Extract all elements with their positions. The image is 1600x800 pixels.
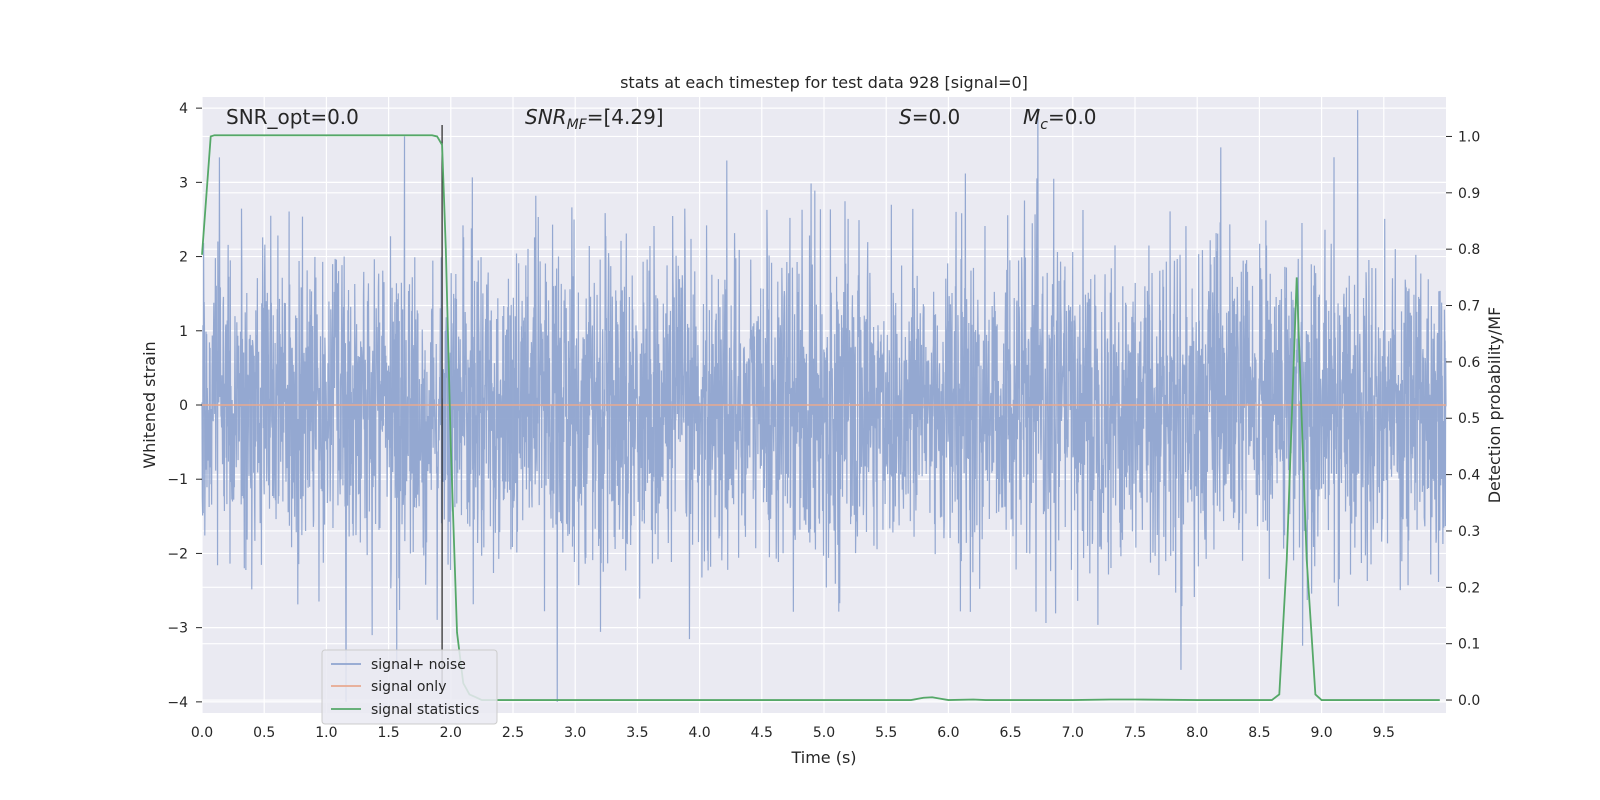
x-tick-label: 5.0 (813, 725, 835, 741)
y2-tick-label: 0.3 (1458, 524, 1480, 540)
x-tick-label: 3.5 (626, 725, 648, 741)
x-tick-label: 2.5 (502, 725, 524, 741)
annotation-snr-mf-sub: MF (567, 117, 588, 133)
x-tick-label: 1.0 (315, 725, 337, 741)
y2-axis-label: Detection probability/MF (1485, 307, 1504, 504)
x-tick-label: 4.5 (751, 725, 773, 741)
legend-box (321, 649, 498, 725)
y-tick-label: 0 (179, 398, 188, 414)
y-axis-ticks: 4 3 2 1 0 −1 −2 −3 −4 (167, 101, 202, 711)
y2-tick-label: 0.1 (1458, 637, 1480, 653)
annotation-snr-opt: SNR_opt=0.0 (226, 105, 359, 129)
x-tick-label: 2.0 (440, 725, 462, 741)
y2-tick-label: 0.5 (1458, 411, 1480, 427)
y-axis-label: Whitened strain (140, 341, 159, 468)
y2-tick-label: 0.4 (1458, 468, 1480, 484)
y2-axis-ticks: 1.0 0.9 0.8 0.7 0.6 0.5 0.4 0.3 0.2 0.1 0.0 (1446, 129, 1480, 709)
x-tick-label: 5.5 (875, 725, 897, 741)
y2-tick-label: 0.7 (1458, 299, 1480, 315)
legend-label-signal-only: signal only (371, 679, 446, 695)
annotation-mc-sub: c (1040, 117, 1048, 133)
x-tick-label: 6.0 (937, 725, 959, 741)
y2-tick-label: 1.0 (1458, 129, 1480, 145)
y-tick-label: 2 (179, 250, 188, 266)
y-tick-label: −4 (167, 695, 188, 711)
y2-tick-label: 0.9 (1458, 186, 1480, 202)
x-tick-label: 9.0 (1310, 725, 1332, 741)
y-tick-label: −3 (167, 621, 188, 637)
y-tick-label: 3 (179, 175, 188, 191)
y-tick-label: −1 (167, 472, 188, 488)
x-tick-label: 0.0 (191, 725, 213, 741)
annotation-s: S=0.0 (899, 105, 960, 129)
x-tick-label: 4.0 (688, 725, 710, 741)
legend-label-signal-noise: signal+ noise (371, 657, 466, 673)
annotation-snr-mf-main: SNR (525, 105, 567, 129)
signal-statistics-series (201, 134, 1440, 701)
chart-title: stats at each timestep for test data 928… (620, 73, 1028, 92)
x-tick-label: 1.5 (377, 725, 399, 741)
y2-tick-label: 0.0 (1458, 693, 1480, 709)
x-tick-label: 6.5 (999, 725, 1021, 741)
annotation-mc: Mc=0.0 (1023, 105, 1097, 133)
y2-tick-label: 0.6 (1458, 355, 1480, 371)
x-tick-label: 8.0 (1186, 725, 1208, 741)
legend: signal+ noise signal only signal statist… (321, 649, 498, 725)
x-tick-label: 7.5 (1124, 725, 1146, 741)
annotation-snr-mf-value: =[4.29] (587, 105, 664, 129)
x-tick-label: 0.5 (253, 725, 275, 741)
annotation-snr-mf: SNRMF=[4.29] (525, 105, 664, 133)
signal-noise-line (201, 108, 1447, 702)
y2-tick-label: 0.8 (1458, 242, 1480, 258)
y2-tick-label: 0.2 (1458, 580, 1480, 596)
signal-statistics-line (201, 134, 1440, 701)
legend-label-signal-statistics: signal statistics (371, 702, 479, 718)
annotation-s-main: S (899, 105, 912, 129)
y-tick-label: −2 (167, 546, 188, 562)
x-axis-ticks: 0.0 0.5 1.0 1.5 2.0 2.5 3.0 3.5 4.0 4.5 5.0 5.5 6.0 6… (191, 725, 1395, 741)
x-tick-label: 9.5 (1373, 725, 1395, 741)
annotation-mc-main: M (1023, 105, 1040, 129)
x-axis-label: Time (s) (790, 748, 856, 767)
annotation-mc-value: =0.0 (1048, 105, 1097, 129)
x-tick-label: 7.0 (1062, 725, 1084, 741)
y-tick-label: 1 (179, 324, 188, 340)
x-tick-label: 8.5 (1248, 725, 1270, 741)
x-tick-label: 3.0 (564, 725, 586, 741)
signal-noise-series (201, 108, 1447, 702)
annotation-s-value: =0.0 (912, 105, 961, 129)
y-tick-label: 4 (179, 101, 188, 117)
